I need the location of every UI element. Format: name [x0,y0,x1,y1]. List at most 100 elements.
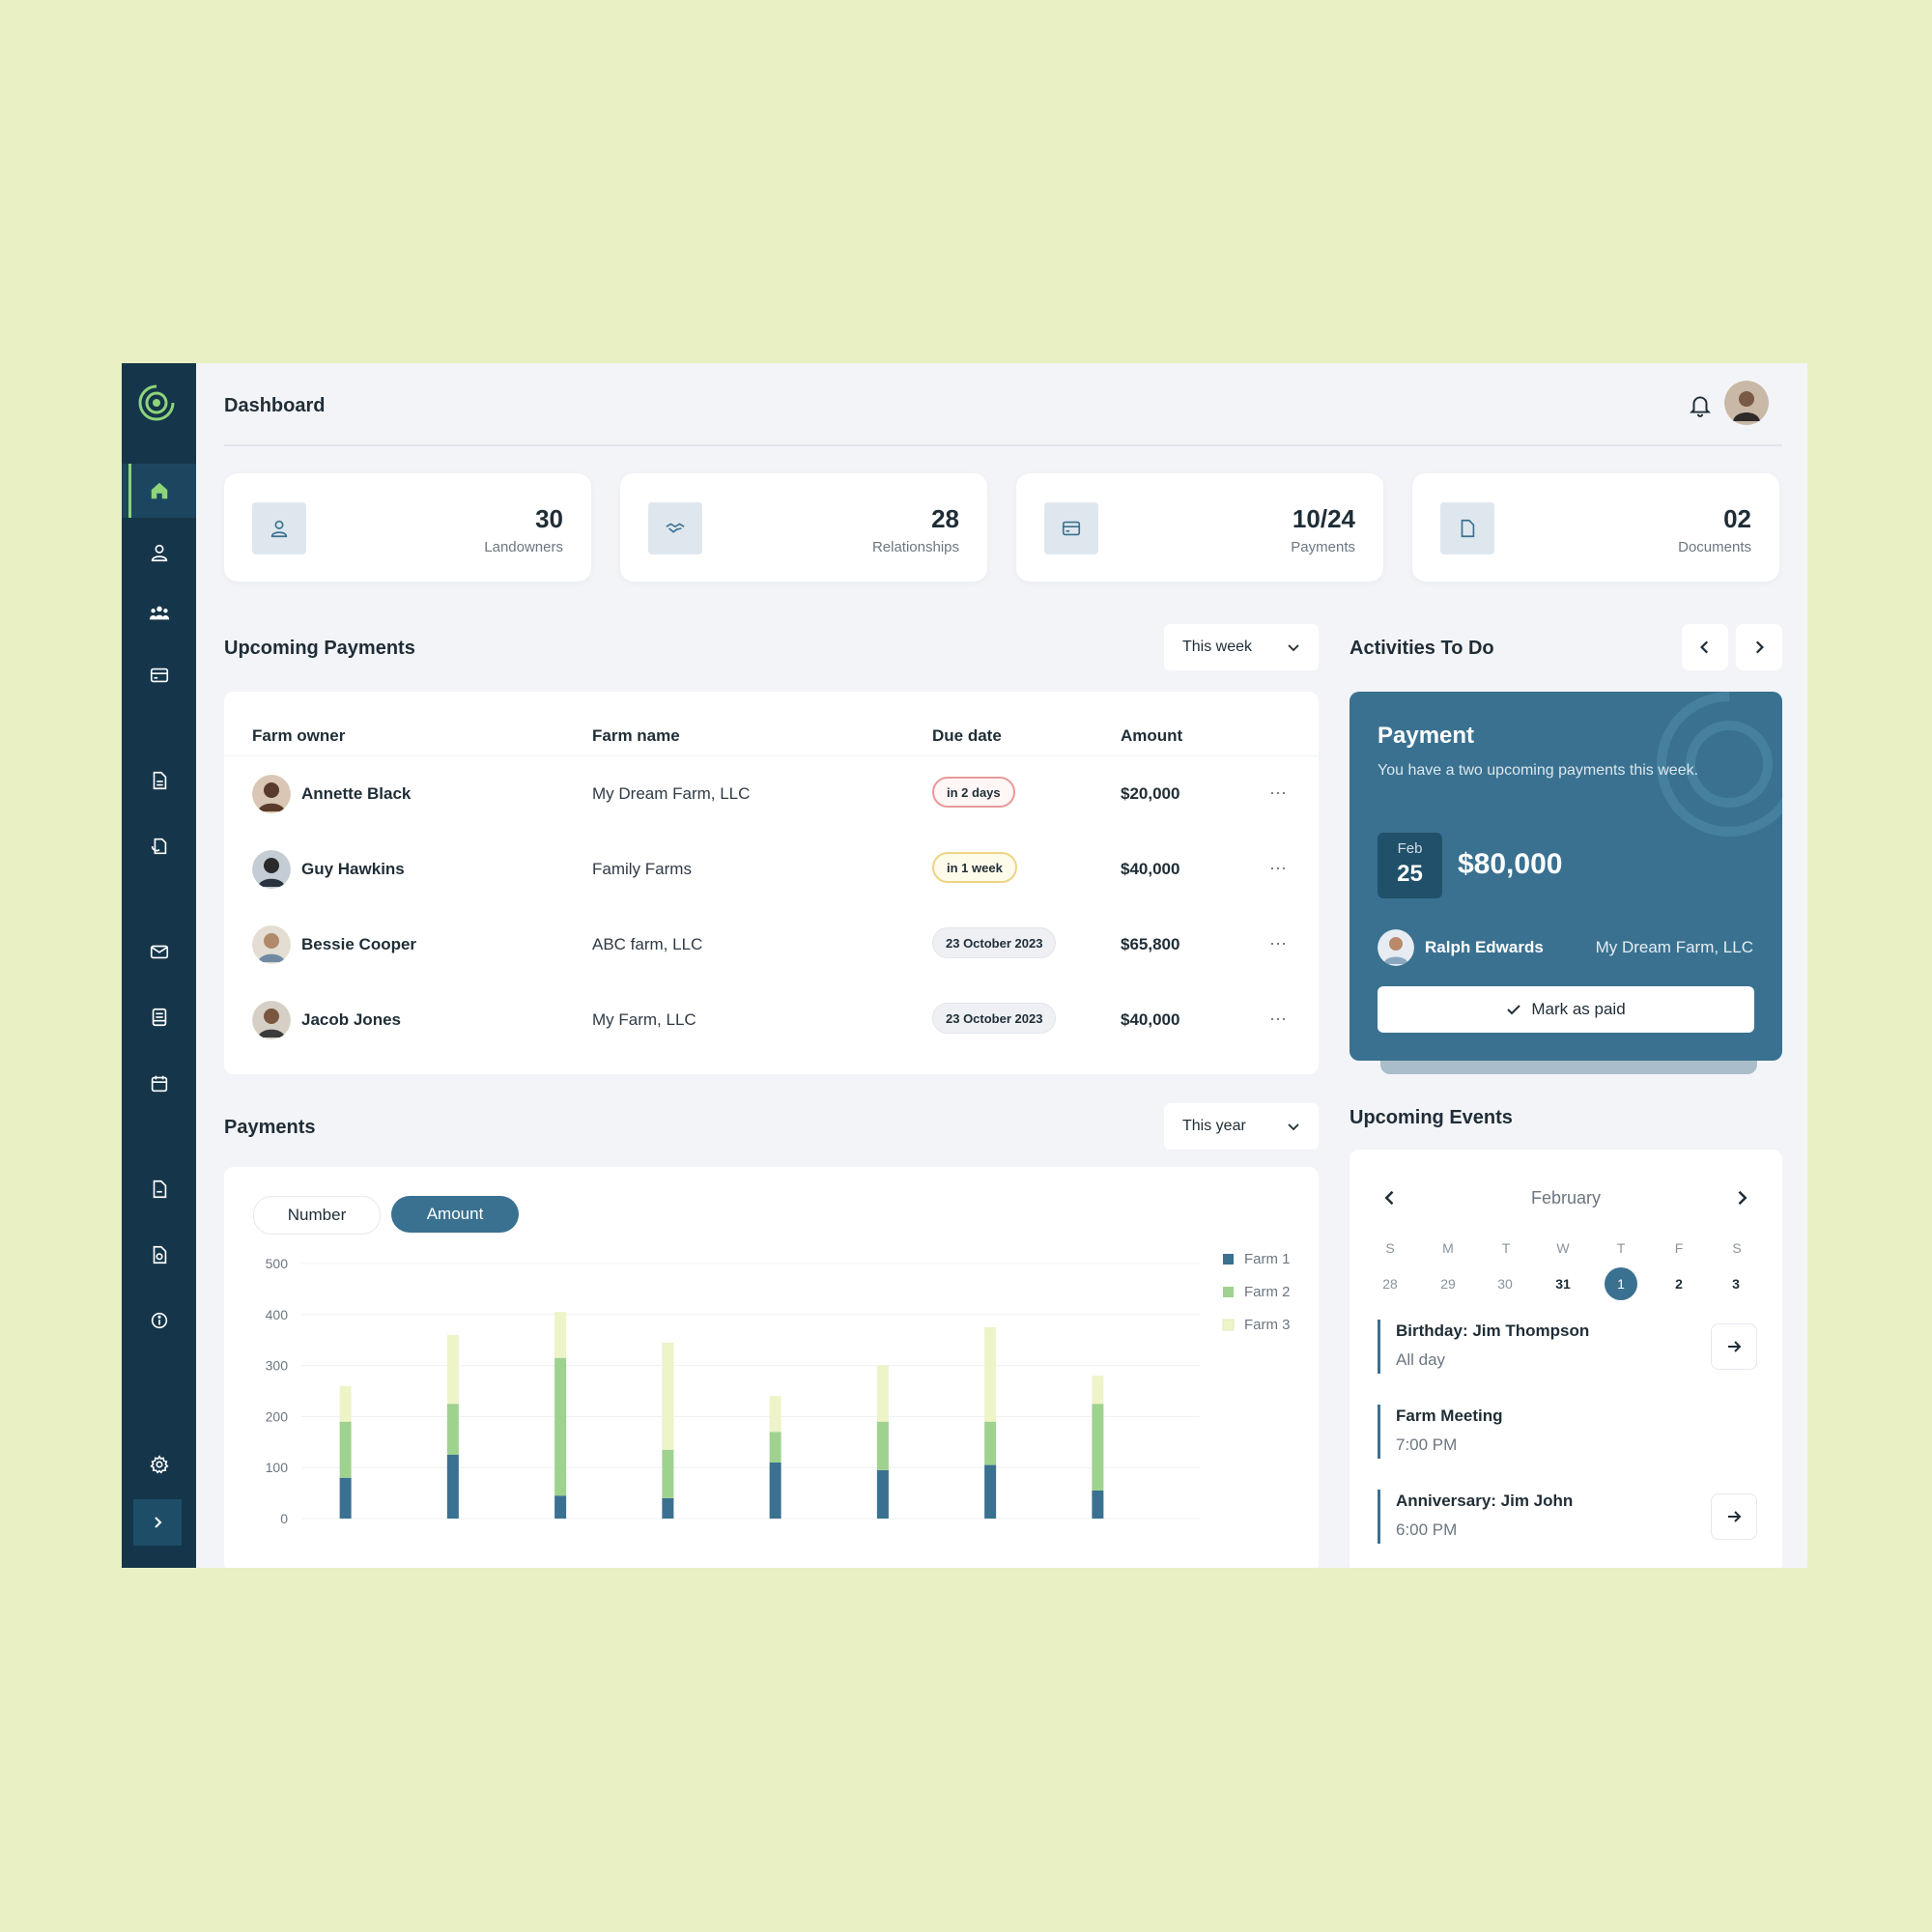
payments-bar-chart: 0 100 200 300 400 500 Farm 1 Farm 2 Farm 3 [266,1251,1291,1526]
mark-as-paid-button[interactable]: Mark as paid [1378,986,1754,1033]
more-options-icon[interactable]: ⋯ [1269,859,1288,878]
refresh-document-icon [151,838,166,855]
calendar-day[interactable]: 29 [1440,1276,1456,1292]
sidebar-item-contracts[interactable] [122,1228,196,1282]
more-options-icon[interactable]: ⋯ [1269,1009,1288,1029]
avatar [1378,929,1414,966]
bar-segment [554,1357,567,1496]
stat-card-payments[interactable]: 10/24 Payments [1016,473,1383,582]
calendar-day[interactable]: 28 [1382,1276,1398,1292]
chevron-right-icon[interactable] [1732,1188,1751,1208]
farm-name: Family Farms [592,860,692,878]
upcoming-payments-filter[interactable]: This week [1164,624,1319,670]
sidebar-item-support[interactable] [122,1293,196,1348]
decorative-logo-icon [1657,692,1782,837]
activities-prev-button[interactable] [1682,624,1728,670]
bar-segment [1092,1404,1104,1491]
activities-next-button[interactable] [1736,624,1782,670]
app-window: Dashboard 30 Landowners 28 Relationships… [122,363,1807,1568]
table-row[interactable]: Jacob Jones My Farm, LLC 23 October 2023… [224,982,1319,1058]
stat-card-landowners[interactable]: 30 Landowners [224,473,591,582]
logo-icon[interactable] [136,383,177,423]
activity-farm: My Dream Farm, LLC [1595,938,1753,956]
calendar-day-selected[interactable]: 1 [1605,1267,1637,1300]
legend-label: Farm 3 [1244,1317,1291,1333]
legend-swatch [1222,1319,1235,1331]
bar-segment [1092,1490,1104,1519]
y-tick-label: 0 [280,1511,288,1526]
more-options-icon[interactable]: ⋯ [1269,783,1288,803]
bar-segment [876,1421,889,1470]
event-item[interactable]: Birthday: Jim Thompson All day [1378,1320,1757,1374]
sidebar-item-settings[interactable] [122,1437,196,1492]
user-avatar[interactable] [1724,381,1769,425]
activity-card: Payment You have a two upcoming payments… [1350,692,1782,1061]
calendar-day[interactable]: 2 [1675,1276,1683,1292]
event-title: Birthday: Jim Thompson [1396,1321,1590,1340]
bar-segment [984,1421,997,1465]
event-open-button[interactable] [1711,1323,1757,1370]
calendar-icon [151,1075,167,1093]
handshake-icon [666,523,685,533]
column-header[interactable]: Farm owner [252,726,346,745]
stat-label: Payments [1291,539,1355,555]
calendar-day[interactable]: 30 [1497,1276,1513,1292]
stat-card-relationships[interactable]: 28 Relationships [620,473,987,582]
filter-label: This year [1182,1118,1246,1134]
table-row[interactable]: Annette Black My Dream Farm, LLC in 2 da… [224,756,1319,832]
sidebar-item-documents[interactable] [122,753,196,808]
sidebar-item-home[interactable] [122,464,196,518]
y-tick-label: 500 [266,1256,289,1271]
event-time: All day [1396,1350,1446,1369]
payments-chart-card: Number Amount 0 100 200 300 400 500 Farm 1 Farm… [224,1167,1319,1568]
stat-value: 30 [535,504,563,533]
file-check-icon [153,1245,166,1264]
bar-segment [662,1342,674,1450]
column-header[interactable]: Amount [1121,726,1183,745]
farm-owner: Jacob Jones [301,1010,401,1029]
payments-filter[interactable]: This year [1164,1103,1319,1150]
sidebar-item-files[interactable] [122,1162,196,1216]
sidebar-item-messages[interactable] [122,924,196,979]
filter-label: This week [1182,639,1253,655]
main-content: Dashboard 30 Landowners 28 Relationships… [196,363,1807,1568]
bar-segment [554,1312,567,1358]
events-calendar-card: February S M T W T F S 28 29 30 31 1 2 3… [1350,1150,1782,1568]
bell-icon[interactable] [1688,392,1713,417]
event-open-button[interactable] [1711,1493,1757,1540]
toggle-number[interactable]: Number [253,1196,381,1235]
table-row[interactable]: Bessie Cooper ABC farm, LLC 23 October 2… [224,907,1319,982]
toggle-amount[interactable]: Amount [391,1196,519,1233]
sidebar-item-refresh[interactable] [122,819,196,873]
more-options-icon[interactable]: ⋯ [1269,934,1288,953]
payments-title: Payments [224,1117,316,1138]
credit-card-icon [1062,521,1081,536]
column-header[interactable]: Due date [932,726,1002,745]
stat-value: 10/24 [1292,504,1355,533]
document-icon [153,771,166,790]
sidebar-item-relationships[interactable] [122,586,196,640]
table-row[interactable]: Guy Hawkins Family Farms in 1 week $40,0… [224,832,1319,907]
sidebar-item-calendar[interactable] [122,1057,196,1111]
column-header[interactable]: Farm name [592,726,680,745]
sidebar-collapse-button[interactable] [133,1499,182,1546]
amount: $40,000 [1121,1010,1180,1029]
mark-as-paid-label: Mark as paid [1531,1000,1626,1018]
event-item[interactable]: Anniversary: Jim John 6:00 PM [1378,1490,1757,1544]
amount: $20,000 [1121,784,1180,803]
calendar-day[interactable]: 3 [1732,1276,1740,1292]
event-item[interactable]: Farm Meeting 7:00 PM [1378,1405,1757,1459]
chevron-left-icon[interactable] [1380,1188,1400,1208]
sidebar-item-payments[interactable] [122,648,196,702]
activity-person: Ralph Edwards [1425,938,1544,956]
stat-label: Landowners [484,539,563,555]
sidebar-item-reports[interactable] [122,990,196,1044]
divider [224,755,1319,756]
page-title: Dashboard [224,395,326,416]
activity-day: 25 [1397,861,1423,887]
stat-card-documents[interactable]: 02 Documents [1412,473,1779,582]
calendar-day[interactable]: 31 [1555,1276,1571,1292]
notebook-icon [152,1008,166,1027]
sidebar-item-landowners[interactable] [122,526,196,580]
farm-owner: Annette Black [301,784,412,803]
